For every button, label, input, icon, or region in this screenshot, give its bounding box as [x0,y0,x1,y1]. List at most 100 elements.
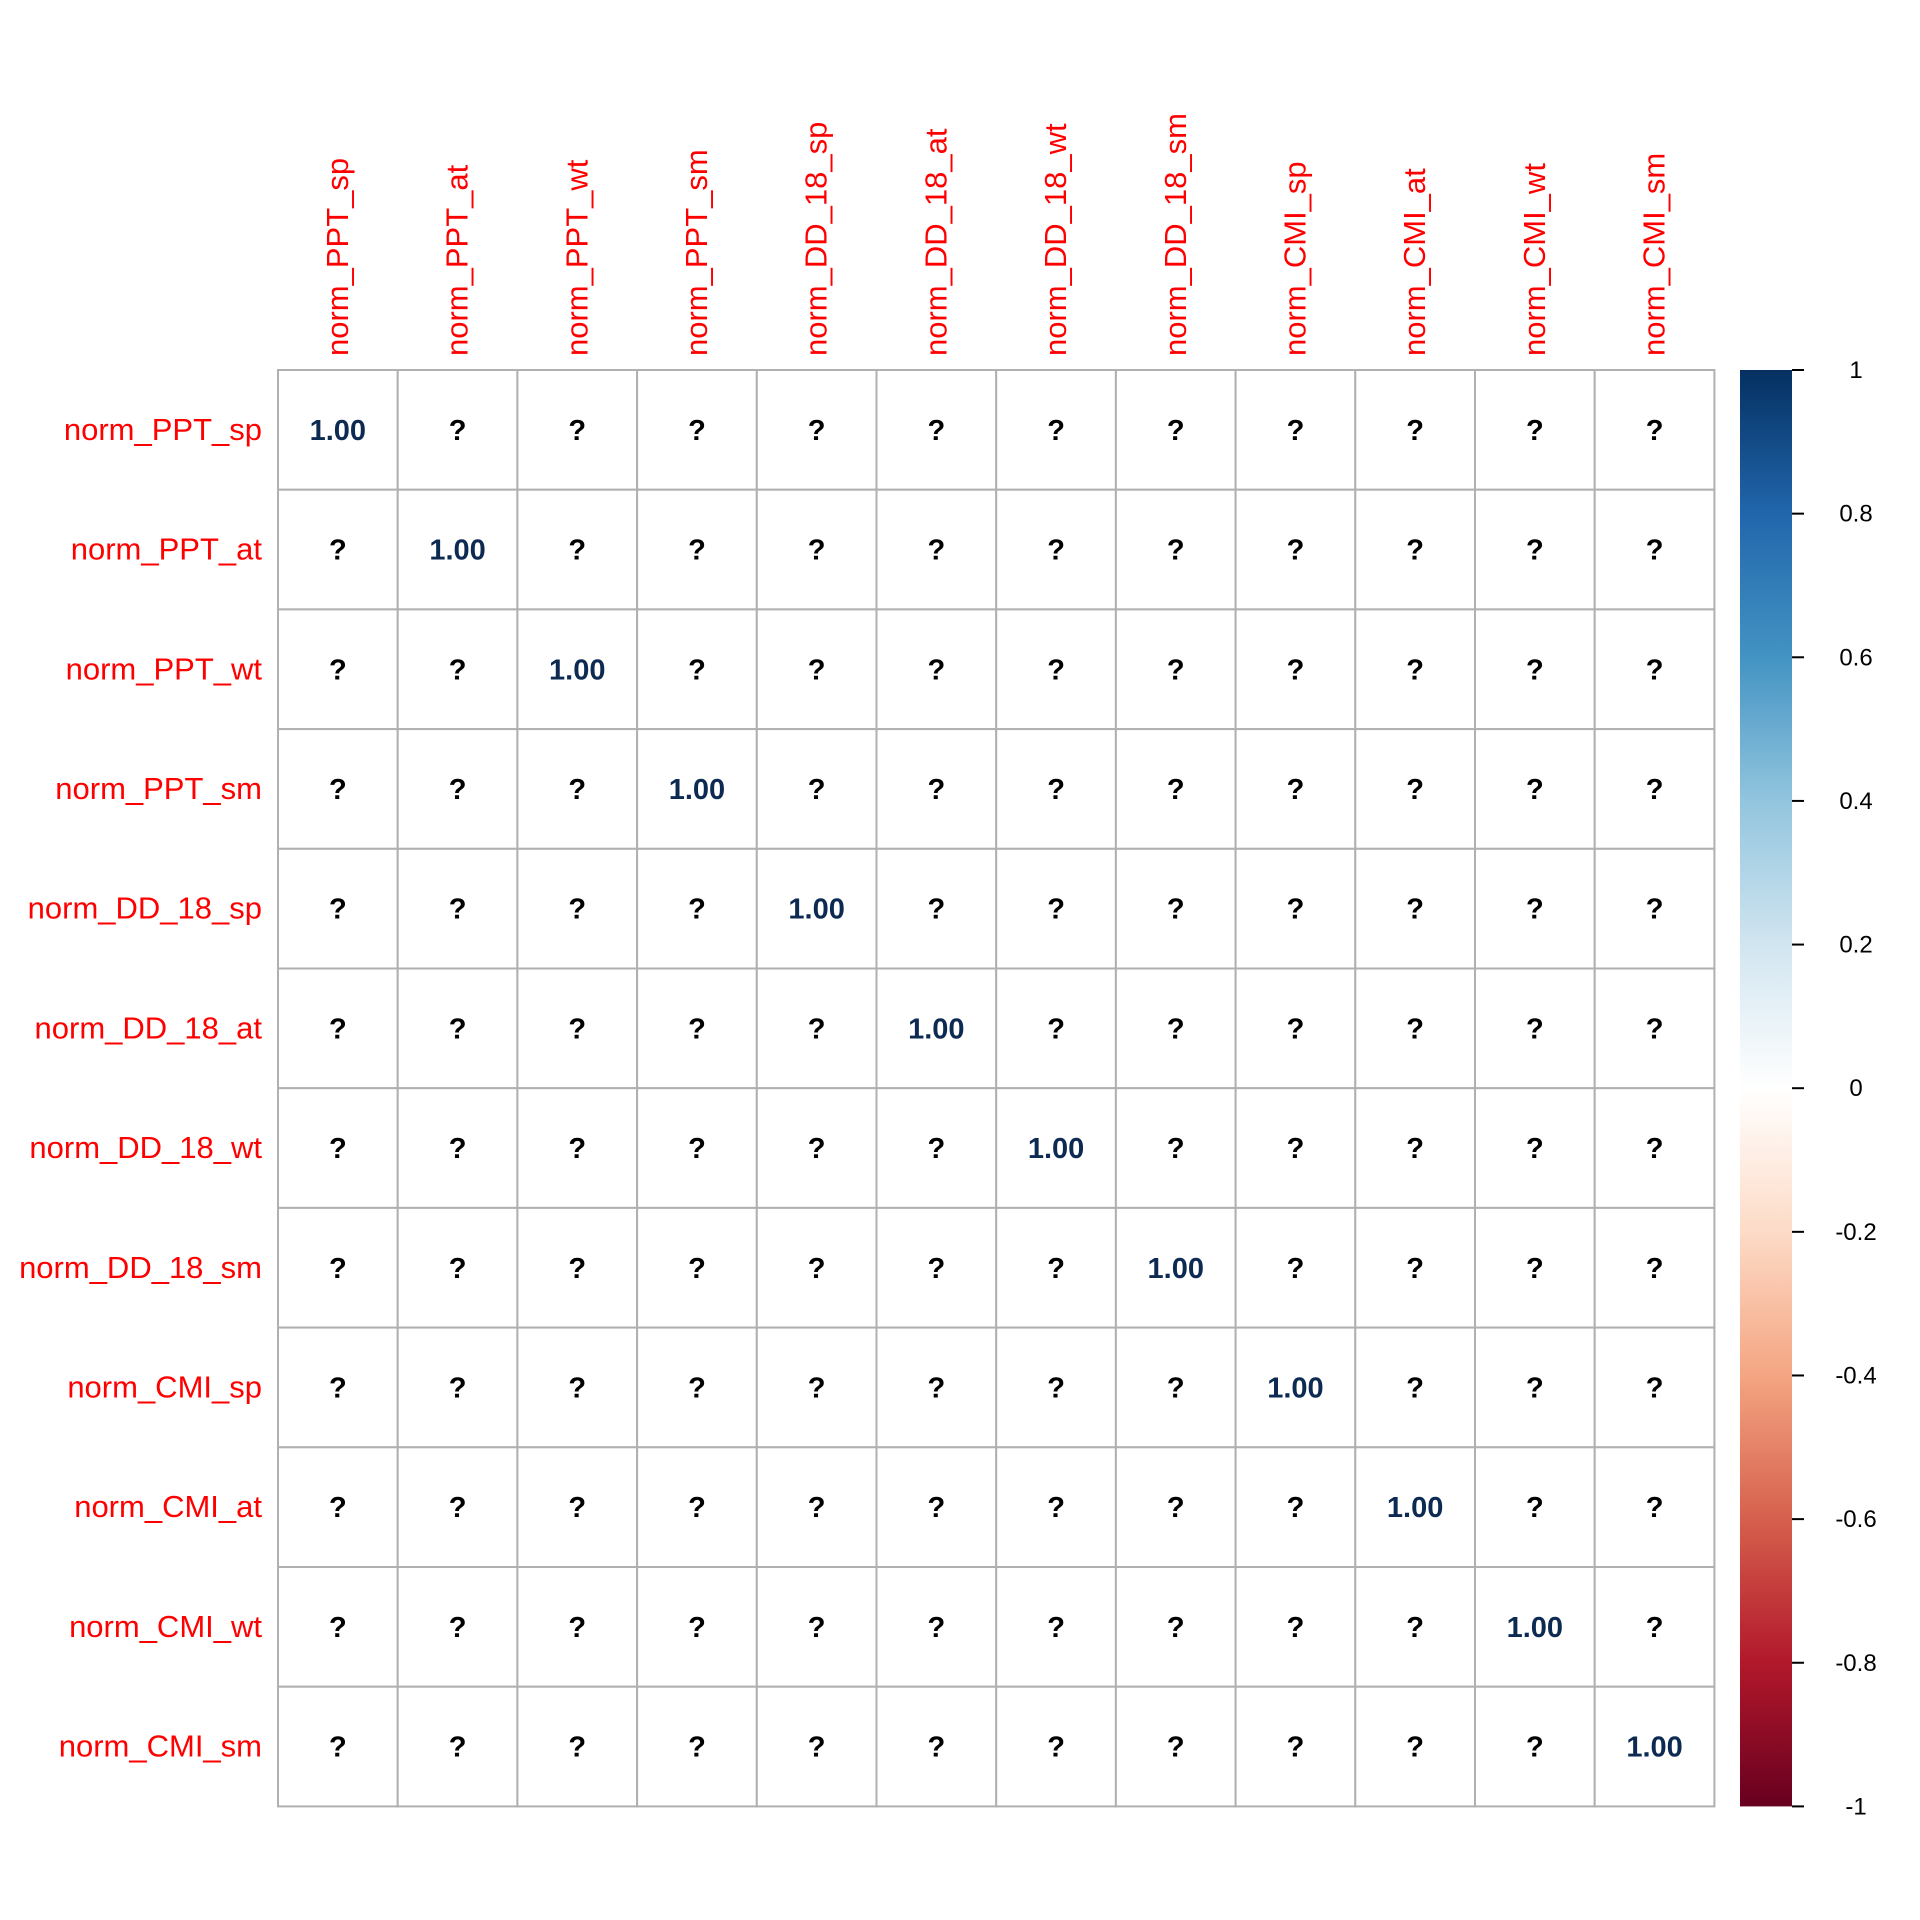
column-label: norm_DD_18_wt [1038,123,1073,356]
heatmap-cell [995,488,1117,611]
heatmap-cell [755,608,878,731]
heatmap-cell [516,1685,639,1808]
cell-value-label: ? [1167,1013,1185,1045]
heatmap-cell [1474,488,1596,611]
cell-value-label: ? [1287,1133,1305,1165]
cell-value-label: ? [1406,415,1424,447]
cell-value-label: ? [1287,415,1305,447]
cell-value-label: ? [329,894,347,926]
legend-tick-label: 0.2 [1839,932,1872,959]
cell-value-label: ? [449,894,467,926]
cell-value-label: ? [1406,1612,1424,1644]
cell-value-label: ? [1047,1253,1065,1285]
cell-value-label: ? [1406,774,1424,806]
heatmap-cell [396,369,519,491]
cell-value-label: ? [1287,894,1305,926]
cell-value-label: ? [329,535,347,567]
cell-value-label: ? [927,1133,945,1165]
cell-value-label: ? [568,774,586,806]
heatmap-cell [1593,608,1716,731]
heatmap-cell [1234,1566,1357,1688]
heatmap-cell [1114,967,1237,1090]
heatmap-cell [995,1087,1117,1209]
cell-value-label: ? [688,415,706,447]
cell-value-label: ? [449,654,467,686]
heatmap-cell [995,1326,1117,1449]
heatmap-cell [636,1446,758,1569]
heatmap-cell [516,1326,639,1449]
heatmap-cell [875,1087,998,1209]
heatmap-cell [1114,1566,1237,1688]
heatmap-cell [1234,728,1357,850]
cell-value-label: ? [1646,1372,1664,1404]
heatmap-cell [1114,369,1237,491]
color-scale-bar [1740,370,1792,1807]
cell-value-label: ? [1167,1732,1185,1764]
cell-value-label: ? [329,1732,347,1764]
heatmap-cell [755,1087,878,1209]
cell-value-label: ? [808,654,826,686]
cell-value-label: ? [1167,894,1185,926]
heatmap-cell [1234,1326,1357,1449]
cell-value-label: ? [808,1372,826,1404]
cell-value-label: 1.00 [669,774,725,806]
row-label: norm_DD_18_sm [19,1250,262,1285]
cell-value-label: 1.00 [1507,1612,1563,1644]
heatmap-cell [875,369,998,491]
cell-value-label: ? [1526,894,1544,926]
heatmap-cell [1234,1087,1357,1209]
heatmap-cell [1593,1326,1716,1449]
cell-value-label: ? [1406,654,1424,686]
column-label: norm_DD_18_sm [1158,113,1193,356]
heatmap-cell [636,728,758,850]
cell-value-label: ? [568,1492,586,1524]
heatmap-cell [1354,728,1477,850]
cell-value-label: ? [1646,535,1664,567]
cell-value-label: 1.00 [908,1013,964,1045]
heatmap-cell [1593,369,1716,491]
cell-value-label: ? [568,1732,586,1764]
legend-tick-label: -1 [1845,1793,1866,1820]
heatmap-cell [1593,488,1716,611]
heatmap-cell [1474,1206,1596,1329]
legend-tick-label: 0.4 [1839,788,1872,815]
heatmap-cell [1114,1326,1237,1449]
cell-value-label: ? [329,774,347,806]
legend-tick-label: 0.8 [1839,501,1872,528]
heatmap-cell [755,1446,878,1569]
heatmap-cell [1474,1446,1596,1569]
cell-value-label: ? [1287,774,1305,806]
cell-value-label: ? [1047,894,1065,926]
heatmap-cell [516,1206,639,1329]
heatmap-cell [755,488,878,611]
cell-value-label: 1.00 [429,535,485,567]
cell-value-label: ? [927,535,945,567]
cell-value-label: ? [688,1133,706,1165]
cell-value-label: ? [1047,415,1065,447]
column-label: norm_PPT_sm [679,149,714,356]
cell-value-label: ? [1287,1492,1305,1524]
cell-value-label: ? [808,774,826,806]
cell-value-label: ? [1646,654,1664,686]
cell-value-label: ? [568,894,586,926]
cell-value-label: ? [927,415,945,447]
heatmap-cell [995,967,1117,1090]
cell-value-label: ? [688,535,706,567]
cell-value-label: ? [1646,894,1664,926]
cell-value-label: ? [927,1732,945,1764]
cell-value-label: ? [1646,774,1664,806]
row-label: norm_PPT_wt [66,651,263,686]
column-label: norm_PPT_at [440,164,475,356]
cell-value-label: ? [1526,1133,1544,1165]
heatmap-cell [1474,728,1596,850]
cell-value-label: ? [1167,1133,1185,1165]
cell-value-label: ? [1047,1013,1065,1045]
cell-value-label: ? [1526,1492,1544,1524]
cell-value-label: ? [688,1492,706,1524]
cell-value-label: ? [568,1372,586,1404]
cell-value-label: ? [1646,1612,1664,1644]
legend-tick-label: -0.8 [1835,1650,1876,1677]
cell-value-label: 1.00 [1028,1133,1084,1165]
heatmap-cell [516,1087,639,1209]
